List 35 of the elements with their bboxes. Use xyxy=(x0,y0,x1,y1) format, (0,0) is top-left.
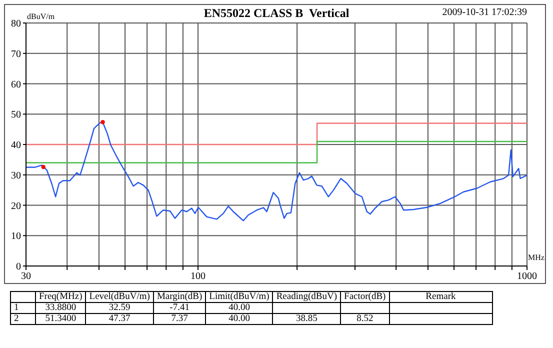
y-tick-label: 70 xyxy=(11,48,21,60)
text: 7.37 xyxy=(153,314,206,324)
text: 8.52 xyxy=(340,314,390,324)
text: 2009-10-31 17:02:39 xyxy=(442,7,527,18)
y-tick-label: 30 xyxy=(11,170,21,182)
text: 40.00 xyxy=(206,314,273,324)
text: Margin(dB) xyxy=(153,292,206,302)
x-tick-label: 100 xyxy=(190,271,206,282)
y-tick-label: 0 xyxy=(16,262,21,273)
text: Factor(dB) xyxy=(340,292,390,302)
y-tick-label: 80 xyxy=(11,18,21,30)
x-axis-title: MHz xyxy=(528,253,544,262)
text: 1 xyxy=(10,302,36,314)
text: 2 xyxy=(10,314,36,324)
x-tick-label: 30 xyxy=(21,271,31,282)
text: 32.59 xyxy=(86,302,154,314)
text: 38.85 xyxy=(272,314,341,324)
text: 51.3400 xyxy=(36,314,86,324)
text: Reading(dBuV) xyxy=(272,292,341,302)
text: 40.00 xyxy=(206,302,273,314)
y-tick-label: 60 xyxy=(11,79,21,90)
x-tick-label: 1000 xyxy=(517,271,537,282)
y-axis-title: dBuV/m xyxy=(27,12,55,21)
y-tick-label: 40 xyxy=(11,140,21,152)
text: 47.37 xyxy=(86,314,154,324)
text: Remark xyxy=(389,292,492,302)
text: 33.8800 xyxy=(36,302,86,314)
y-tick-label: 20 xyxy=(11,200,21,212)
chart-title: EN55022 CLASS B Vertical xyxy=(204,6,350,20)
y-tick-label: 10 xyxy=(11,231,21,242)
text: -7.41 xyxy=(153,302,206,314)
text: Limit(dBuV/m) xyxy=(206,292,273,302)
text: Level(dBuV/m) xyxy=(86,292,154,302)
y-tick-label: 50 xyxy=(11,110,21,121)
text: Freq(MHz) xyxy=(36,292,86,302)
